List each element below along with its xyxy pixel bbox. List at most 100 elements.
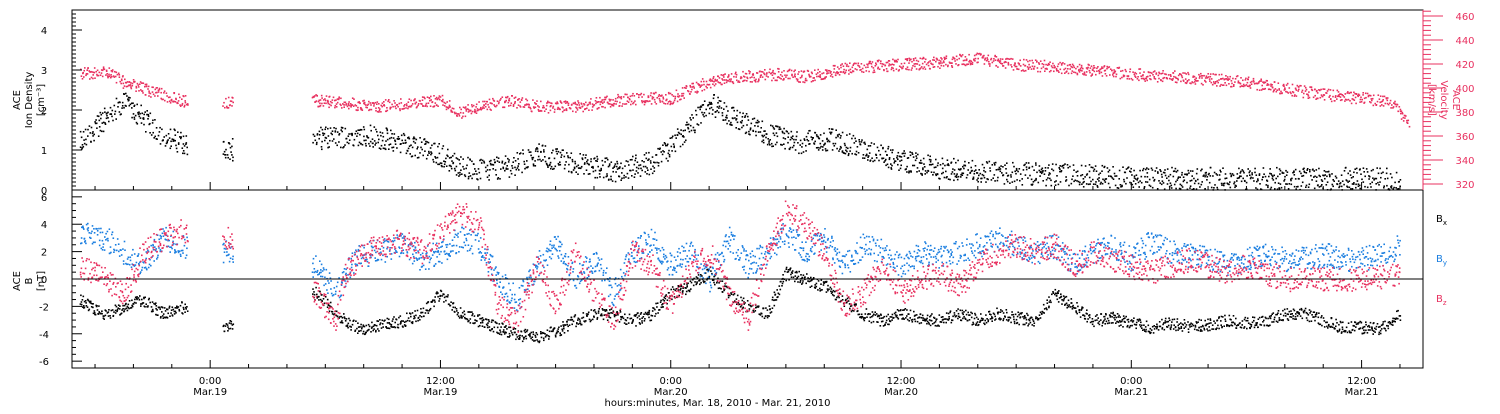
data-point (465, 110, 468, 112)
data-point (1330, 100, 1333, 103)
data-point (338, 133, 341, 135)
data-point (776, 79, 778, 82)
data-point (435, 104, 438, 106)
data-point (557, 102, 559, 105)
data-point (1155, 167, 1158, 169)
data-point (1151, 169, 1154, 171)
data-point (950, 173, 953, 175)
data-point (440, 290, 443, 293)
data-point (701, 78, 704, 80)
data-point (386, 128, 388, 130)
data-point (564, 100, 567, 102)
data-point (456, 310, 458, 312)
data-point (135, 90, 137, 92)
data-point (595, 102, 597, 105)
data-point (977, 57, 979, 60)
data-point (318, 130, 321, 133)
data-point (526, 329, 529, 331)
data-point (1224, 177, 1226, 180)
data-point (344, 317, 346, 320)
data-point (957, 168, 960, 170)
data-point (560, 102, 563, 104)
data-point (1343, 96, 1346, 98)
data-point (646, 167, 648, 169)
data-point (492, 330, 495, 333)
data-point (921, 173, 923, 175)
data-point (753, 76, 755, 79)
data-point (1156, 81, 1159, 83)
data-point (670, 102, 672, 105)
data-point (1382, 95, 1384, 98)
data-point (998, 60, 1000, 62)
data-point (517, 330, 520, 332)
data-point (1121, 76, 1123, 79)
data-point (725, 105, 728, 108)
data-point (1179, 183, 1182, 186)
data-point (912, 156, 915, 158)
data-point (85, 74, 87, 77)
data-point (636, 93, 638, 95)
data-point (586, 104, 589, 107)
data-point (687, 127, 690, 130)
data-point (922, 167, 924, 169)
data-point (733, 75, 735, 78)
data-point (726, 122, 728, 125)
data-point (768, 142, 770, 144)
data-point (1101, 67, 1104, 69)
data-point (1396, 188, 1399, 190)
data-point (893, 64, 895, 66)
data-point (1301, 175, 1303, 177)
data-point (98, 305, 100, 307)
data-point (363, 325, 366, 328)
data-point (863, 157, 866, 159)
data-point (229, 320, 231, 322)
data-point (712, 83, 714, 85)
data-point (512, 103, 515, 106)
data-point (173, 140, 175, 142)
data-point (563, 101, 565, 103)
data-point (621, 315, 624, 318)
data-point (1373, 179, 1375, 181)
data-point (514, 328, 517, 330)
data-point (225, 148, 227, 151)
data-point (1045, 178, 1048, 181)
data-point (439, 162, 442, 164)
data-point (1092, 67, 1095, 69)
data-point (687, 123, 690, 126)
data-point (1025, 162, 1028, 164)
data-point (121, 101, 124, 104)
data-point (344, 127, 347, 130)
data-point (1316, 92, 1319, 94)
data-point (1294, 168, 1297, 171)
data-point (148, 297, 150, 300)
data-point (957, 175, 960, 178)
data-point (1379, 101, 1381, 104)
data-point (1380, 176, 1382, 179)
data-point (519, 153, 521, 155)
data-point (1116, 67, 1119, 69)
data-point (985, 161, 988, 163)
data-point (140, 82, 143, 84)
data-point (1332, 185, 1334, 188)
data-point (87, 299, 90, 302)
data-point (387, 327, 389, 329)
data-point (139, 83, 141, 85)
data-point (1222, 77, 1224, 80)
data-point (1005, 168, 1007, 170)
data-point (523, 106, 526, 108)
data-point (627, 160, 629, 163)
data-point (151, 122, 154, 124)
data-point (596, 176, 599, 179)
data-point (613, 315, 616, 318)
data-point (484, 100, 486, 103)
data-point (684, 129, 686, 132)
data-point (604, 96, 606, 99)
data-point (641, 100, 643, 102)
data-point (1051, 168, 1053, 170)
data-point (1220, 78, 1223, 80)
data-point (552, 168, 554, 170)
data-point (392, 137, 395, 139)
data-point (489, 162, 492, 165)
data-point (1230, 85, 1233, 88)
data-point (159, 143, 162, 145)
